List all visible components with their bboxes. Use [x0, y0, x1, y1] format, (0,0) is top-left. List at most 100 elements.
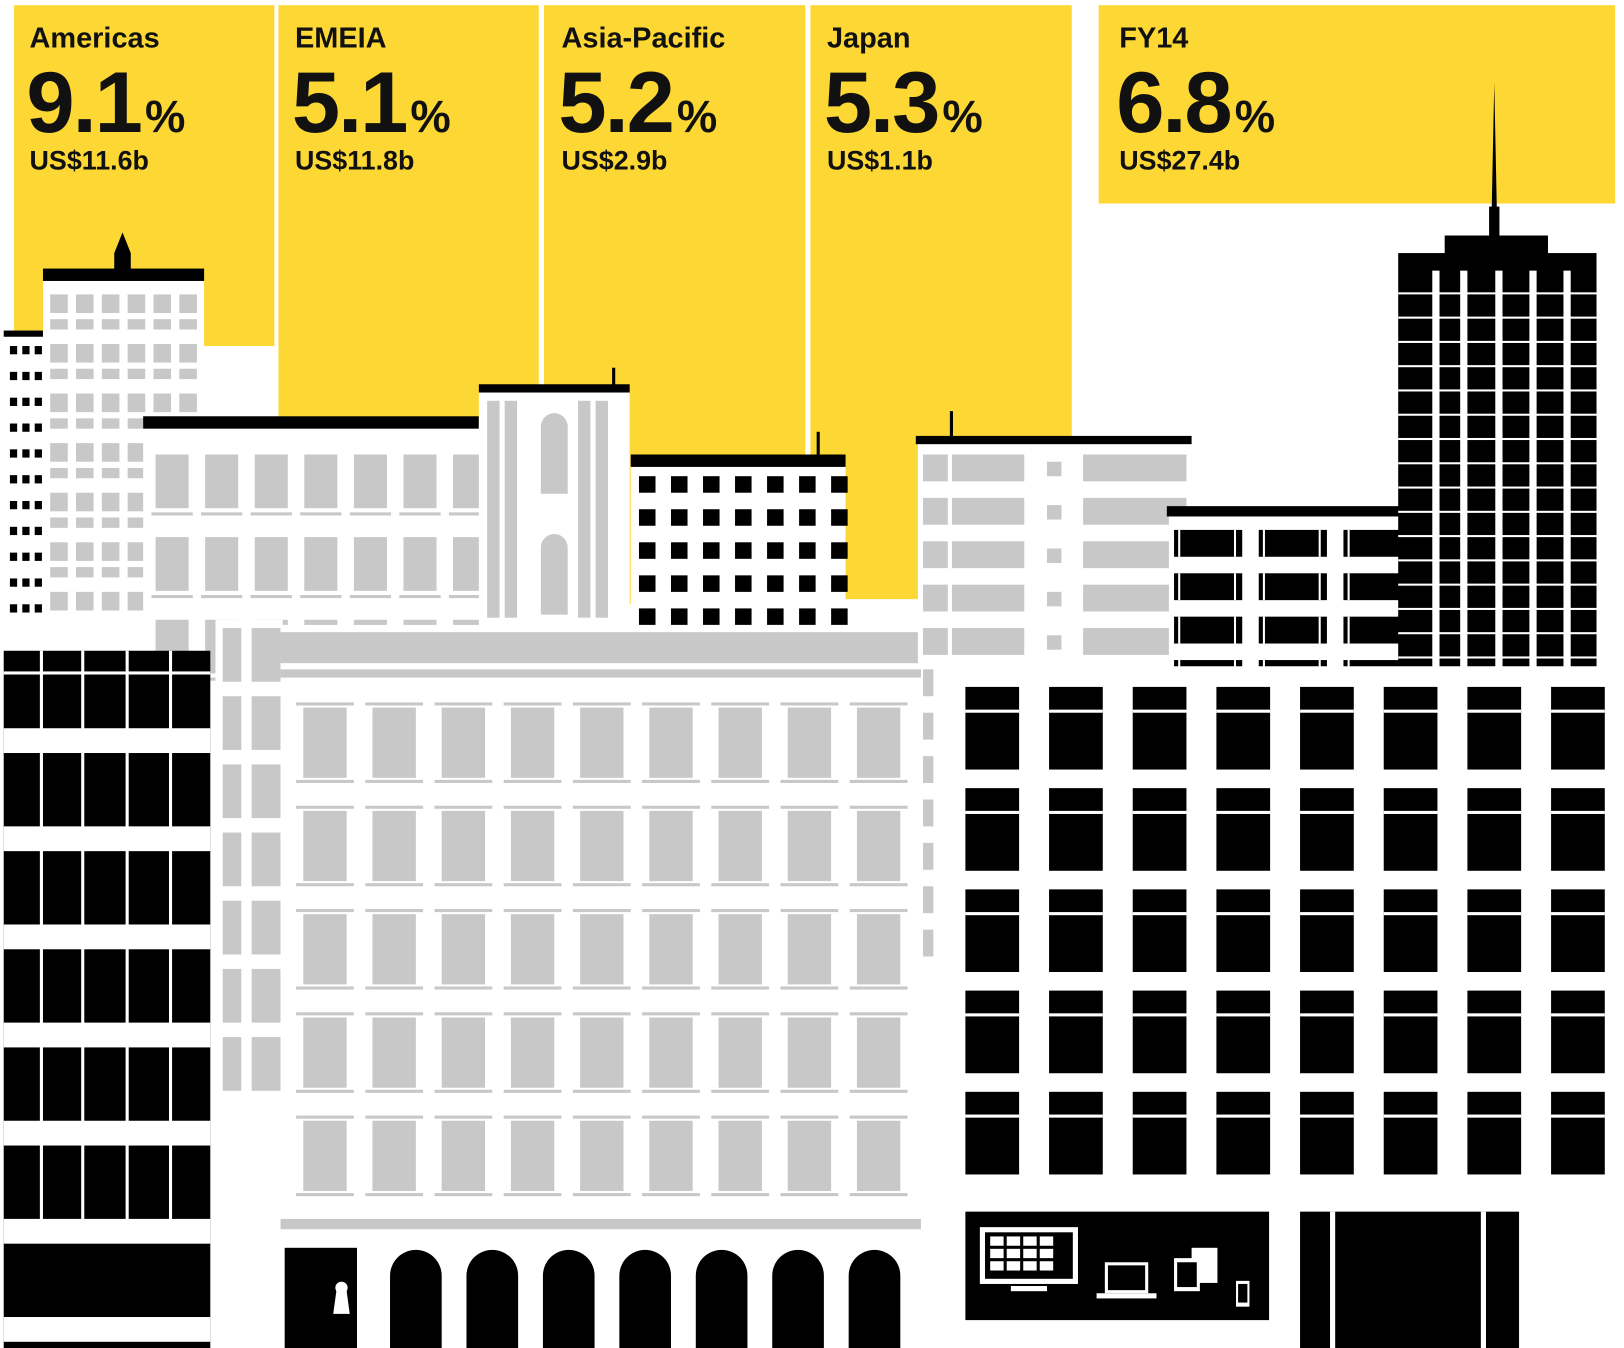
window-lintel: [711, 702, 769, 705]
floor-line: [1398, 608, 1596, 610]
window-bar: [1551, 811, 1605, 814]
window-sill: [711, 1193, 769, 1196]
window: [1467, 889, 1521, 972]
window: [1300, 889, 1354, 972]
window-sill: [296, 883, 354, 886]
growth-value: 5.2: [558, 54, 672, 151]
window-bar: [965, 912, 1019, 915]
infographic: Americas9.1%US$11.6bEMEIA5.1%US$11.8bAsi…: [0, 0, 1624, 1348]
window: [128, 567, 146, 577]
window: [50, 567, 68, 577]
floor-line: [1398, 292, 1596, 294]
window-bar: [1551, 1115, 1605, 1118]
window: [10, 604, 17, 612]
floor-line: [1398, 317, 1596, 319]
antenna: [612, 368, 615, 389]
window: [179, 369, 197, 379]
window: [304, 454, 337, 508]
cornice: [281, 669, 921, 677]
tile: [1040, 1261, 1053, 1270]
window: [76, 567, 94, 577]
window-frame: [1263, 617, 1265, 644]
window-lintel: [850, 909, 908, 912]
roof: [143, 416, 479, 428]
window: [403, 454, 436, 508]
window-lintel: [642, 702, 700, 705]
window: [22, 553, 29, 561]
window: [952, 454, 1024, 481]
window: [102, 319, 120, 329]
window-sill: [850, 1090, 908, 1093]
window-lintel: [434, 702, 492, 705]
window: [76, 418, 94, 428]
window: [128, 394, 146, 413]
window-lintel: [780, 806, 838, 809]
window-sill: [573, 1090, 631, 1093]
window-sill: [850, 883, 908, 886]
window-sill: [711, 1090, 769, 1093]
window-bar: [1467, 912, 1521, 915]
window: [156, 454, 189, 508]
window: [1551, 687, 1605, 770]
growth-unit: %: [677, 91, 717, 142]
roof: [479, 384, 630, 392]
window: [965, 687, 1019, 770]
window-sill: [201, 595, 242, 598]
mullion: [4, 671, 211, 674]
window: [831, 509, 848, 526]
window-lintel: [573, 806, 631, 809]
roof: [43, 269, 204, 281]
window-frame: [1263, 530, 1265, 557]
window: [735, 476, 752, 493]
tile: [1007, 1249, 1020, 1258]
window-sill: [504, 780, 562, 783]
window: [1300, 1092, 1354, 1175]
window: [649, 708, 692, 778]
window: [952, 628, 1024, 655]
window-frame: [1178, 617, 1180, 644]
window: [10, 449, 17, 457]
window: [22, 372, 29, 380]
floor-line: [1398, 341, 1596, 343]
window: [923, 454, 948, 481]
window-lintel: [850, 1012, 908, 1015]
window-sill: [573, 883, 631, 886]
window: [788, 1121, 831, 1191]
window: [372, 1121, 415, 1191]
window: [1047, 505, 1061, 519]
tile: [990, 1249, 1003, 1258]
window-sill: [642, 986, 700, 989]
window-bar: [1384, 912, 1438, 915]
roof: [4, 331, 45, 337]
window: [223, 628, 242, 682]
window: [223, 833, 242, 887]
window-sill: [300, 595, 341, 598]
window: [1049, 1092, 1103, 1175]
window: [179, 319, 197, 329]
window: [735, 509, 752, 526]
window-lintel: [850, 806, 908, 809]
window: [671, 542, 688, 559]
window: [372, 811, 415, 881]
window-sill: [573, 986, 631, 989]
window-sill: [642, 1090, 700, 1093]
window: [102, 369, 120, 379]
window: [76, 493, 94, 512]
window: [511, 1121, 554, 1191]
window: [76, 369, 94, 379]
window-lintel: [504, 702, 562, 705]
window: [372, 914, 415, 984]
window-bar: [1133, 1013, 1187, 1016]
window-sill: [365, 1193, 423, 1196]
window: [354, 537, 387, 591]
window: [10, 424, 17, 432]
window: [252, 696, 281, 750]
roof: [916, 436, 1192, 444]
growth-unit: %: [942, 91, 982, 142]
window-lintel: [642, 1116, 700, 1119]
window: [1467, 1092, 1521, 1175]
window-lintel: [296, 909, 354, 912]
window: [831, 608, 848, 625]
window: [639, 608, 656, 625]
floor-line: [4, 728, 211, 753]
